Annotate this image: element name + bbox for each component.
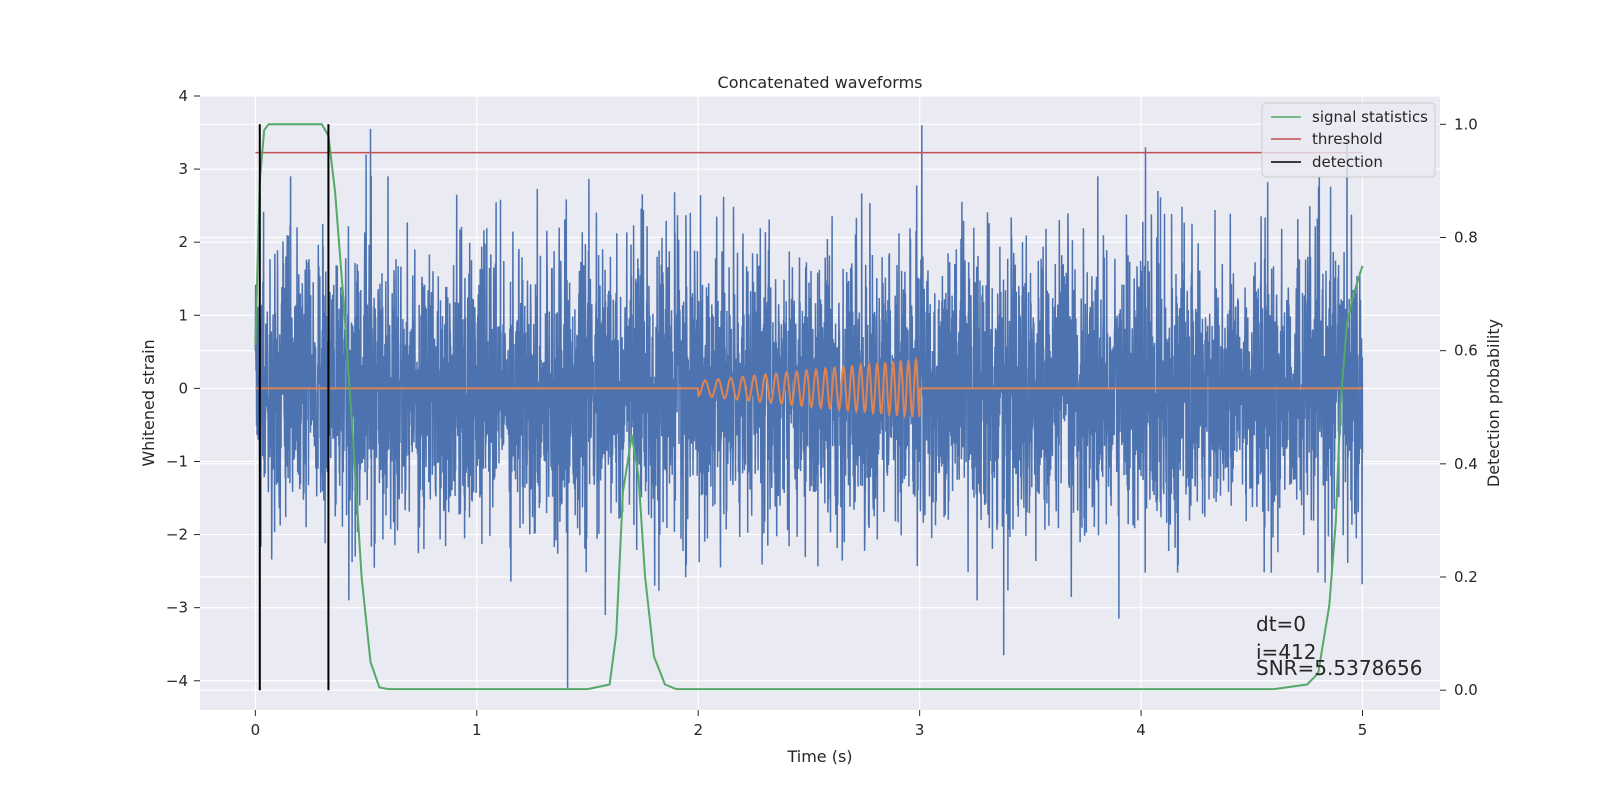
y-tick-label: 1 [178,306,188,324]
y2-tick-label: 0.0 [1454,681,1478,699]
x-tick-label: 2 [693,721,703,739]
annotation-index: i=412 [1256,640,1317,664]
x-tick-label: 5 [1358,721,1368,739]
legend-label-signal-statistics: signal statistics [1312,108,1428,126]
x-tick-label: 4 [1136,721,1146,739]
strain-series [254,125,1364,689]
annotation-snr: SNR=5.5378656 [1256,656,1422,680]
y2-tick-label: 0.6 [1454,342,1478,360]
legend-label-threshold: threshold [1312,130,1383,148]
y-tick-label: −3 [166,599,188,617]
signal-statistics-line [254,123,1364,691]
x-tick-label: 3 [915,721,925,739]
annotation-dt: dt=0 [1256,612,1306,636]
x-axis-label: Time (s) [786,747,852,766]
legend-label-detection: detection [1312,153,1383,171]
y-tick-label: −4 [166,672,188,690]
x-tick-label: 1 [472,721,482,739]
y-axis-label: Whitened strain [139,339,158,466]
y-tick-label: 4 [178,87,188,105]
y2-tick-label: 0.4 [1454,455,1478,473]
annotations: dt=0 i=412 SNR=5.5378656 [1256,612,1422,680]
y2-tick-label: 0.8 [1454,228,1478,246]
y-tick-label: 2 [178,233,188,251]
y2-tick-label: 0.2 [1454,568,1478,586]
y-tick-label: −1 [166,452,188,470]
legend: signal statistics threshold detection [1261,102,1436,178]
y-tick-label: 0 [178,379,188,397]
y2-tick-label: 1.0 [1454,115,1478,133]
x-tick-label: 0 [251,721,261,739]
chart-title: Concatenated waveforms [718,73,923,92]
y-tick-label: 3 [178,160,188,178]
tick-labels: 0 1 2 3 4 5 −4 −3 −2 −1 0 1 2 3 4 0.0 0.2 0.4 0.6 0.8 1.0 [166,87,1478,739]
y2-axis-label: Detection probability [1484,319,1503,487]
legend-box [1261,102,1436,178]
chirp-series [255,356,1363,420]
y-tick-label: −2 [166,526,188,544]
